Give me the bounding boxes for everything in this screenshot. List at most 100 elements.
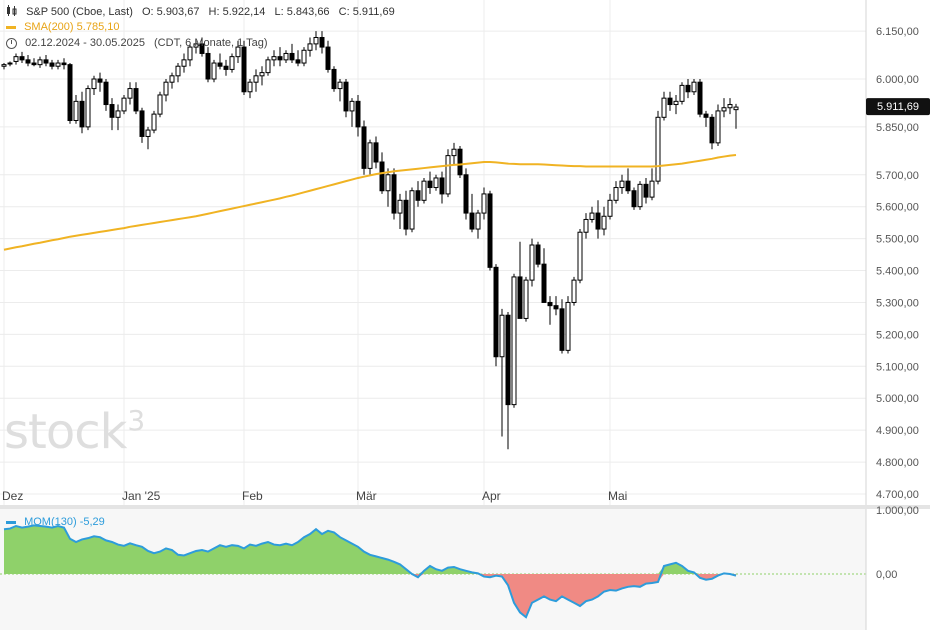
candle — [319, 31, 325, 54]
candle-body-up — [433, 177, 439, 189]
candle-body-down — [709, 116, 715, 144]
candle — [325, 40, 331, 73]
candle-body-up — [691, 81, 697, 93]
candle-body-up — [85, 88, 91, 128]
candle — [727, 98, 733, 115]
candle-body-down — [595, 212, 601, 230]
candle-body-up — [727, 104, 733, 109]
candle-body-up — [565, 301, 571, 351]
y-tick-label: 6.150,00 — [876, 26, 919, 38]
candles — [1, 31, 739, 450]
candle — [553, 296, 559, 316]
candle — [25, 55, 31, 67]
candle-body-up — [619, 180, 625, 189]
candle — [373, 136, 379, 169]
candle — [643, 177, 649, 204]
x-tick-label: Mai — [608, 489, 627, 503]
candle — [493, 264, 499, 367]
candle-body-down — [463, 174, 469, 214]
candle-body-down — [205, 52, 211, 80]
candle — [391, 168, 397, 220]
candle — [709, 114, 715, 150]
candle — [19, 51, 25, 64]
candle — [685, 79, 691, 99]
candle-body-down — [391, 174, 397, 214]
candle-body-down — [643, 183, 649, 198]
candle — [85, 85, 91, 131]
candle — [679, 82, 685, 105]
candle-body-down — [49, 62, 55, 67]
candle — [403, 190, 409, 236]
candle — [265, 56, 271, 76]
candle — [253, 69, 259, 92]
mom-line — [3, 524, 737, 619]
candle — [109, 98, 115, 131]
candle — [427, 171, 433, 194]
candle — [343, 79, 349, 118]
watermark-logo: stock3 — [4, 404, 145, 460]
candle-body-down — [343, 81, 349, 112]
candle-body-up — [649, 180, 655, 198]
low-value: 5.843,66 — [286, 5, 330, 18]
y-tick-label: 4.900,00 — [876, 425, 919, 437]
candle — [61, 58, 67, 70]
candle-body-up — [367, 142, 373, 169]
candle-body-up — [679, 84, 685, 102]
y-tick-label: 5.500,00 — [876, 234, 919, 246]
candle-body-down — [403, 199, 409, 230]
legend-range: 02.12.2024 - 30.05.2025 (CDT, 6 Monate, … — [6, 37, 268, 49]
candle — [469, 193, 475, 233]
mom-positive-area — [4, 525, 736, 574]
candle — [385, 168, 391, 207]
candle — [517, 241, 523, 319]
x-tick-label: Dez — [2, 489, 23, 503]
candle-body-up — [589, 212, 595, 220]
date-range-detail: (CDT, 6 Monate, 1 Tag) — [154, 37, 268, 49]
close-value: 5.911,69 — [352, 5, 395, 18]
y-tick-label: 5.300,00 — [876, 297, 919, 309]
candle — [565, 296, 571, 354]
candle-body-down — [61, 62, 67, 66]
date-range: 02.12.2024 - 30.05.2025 — [25, 37, 145, 49]
candle-body-down — [31, 62, 37, 66]
candle-body-up — [73, 100, 79, 121]
candle — [433, 174, 439, 191]
candle-body-down — [25, 59, 31, 64]
candle — [307, 37, 313, 57]
candle — [649, 168, 655, 201]
candle-body-up — [271, 56, 277, 61]
candle-body-down — [67, 64, 73, 121]
last-price-badge-bg — [866, 98, 930, 116]
y-tick-label: 5.000,00 — [876, 393, 919, 405]
candle — [331, 66, 337, 92]
candle-body-down — [139, 110, 145, 137]
candle-body-up — [337, 81, 343, 90]
candle-body-up — [499, 314, 505, 358]
candle — [337, 79, 343, 102]
candle-body-down — [241, 46, 247, 93]
candle-body-down — [43, 59, 49, 64]
candle-body-down — [469, 212, 475, 230]
candle-body-down — [625, 180, 631, 192]
candle — [511, 273, 517, 408]
candle-body-down — [103, 81, 109, 106]
candle — [283, 50, 289, 64]
candle-body-down — [541, 263, 547, 303]
candle-body-down — [505, 314, 511, 406]
candle-body-up — [265, 59, 271, 74]
candle-body-down — [319, 37, 325, 48]
legend-sma: SMA(200) 5.785,10 — [6, 21, 119, 33]
candle-body-down — [223, 65, 229, 70]
candle — [703, 110, 709, 127]
candle — [607, 193, 613, 220]
candle — [43, 55, 49, 67]
clock-icon — [6, 37, 17, 49]
mom-y-tick-label: 1.000,00 — [876, 505, 919, 517]
candle — [193, 40, 199, 54]
candle — [487, 190, 493, 271]
x-tick-label: Jan '25 — [122, 489, 161, 503]
candle — [409, 187, 415, 233]
candle-body-up — [181, 59, 187, 67]
candle — [541, 248, 547, 303]
candle — [667, 91, 673, 111]
